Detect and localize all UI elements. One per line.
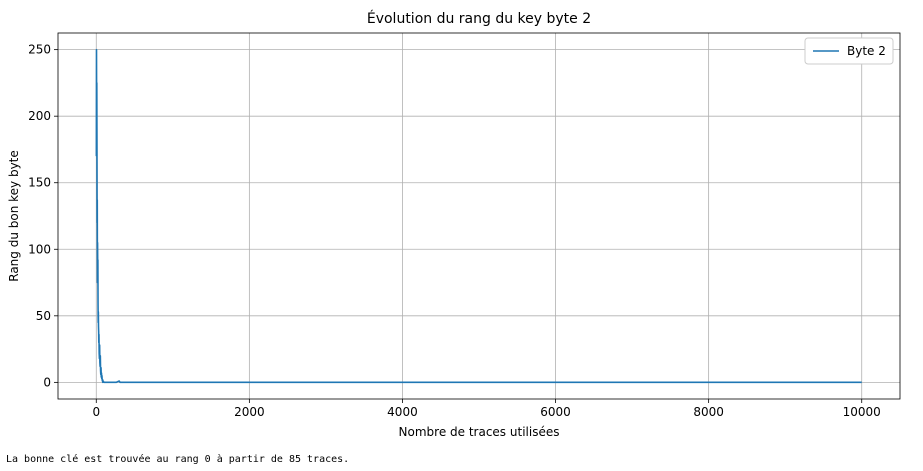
x-axis-ticks: 0 2000 4000 6000 8000 10000 <box>92 399 881 419</box>
y-tick-label-200: 200 <box>28 109 51 123</box>
x-axis-label: Nombre de traces utilisées <box>399 425 560 439</box>
result-output-text: La bonne clé est trouvée au rang 0 à par… <box>6 454 350 465</box>
x-tick-label-4000: 4000 <box>387 405 418 419</box>
y-tick-label-50: 50 <box>36 309 51 323</box>
axes-spines <box>57 32 901 400</box>
legend-label-byte-2: Byte 2 <box>847 44 886 58</box>
y-axis-label: Rang du bon key byte <box>7 150 21 282</box>
y-tick-label-250: 250 <box>28 43 51 57</box>
x-tick-label-6000: 6000 <box>540 405 571 419</box>
x-tick-label-10000: 10000 <box>843 405 881 419</box>
rank-evolution-chart: 0 2000 4000 6000 8000 10000 0 50 100 150 200 250 É… <box>7 10 901 439</box>
y-tick-label-100: 100 <box>28 242 51 256</box>
plot-area <box>58 33 900 399</box>
legend-box <box>804 37 894 65</box>
x-tick-label-8000: 8000 <box>693 405 724 419</box>
y-tick-label-0: 0 <box>43 375 51 389</box>
chart-title: Évolution du rang du key byte 2 <box>367 10 591 27</box>
series-line-1 <box>95 48 862 384</box>
series-layer <box>95 48 862 384</box>
y-tick-label-150: 150 <box>28 176 51 190</box>
axes-frame <box>57 32 901 400</box>
y-axis-ticks: 0 50 100 150 200 250 <box>28 43 58 389</box>
legend: Byte 2 <box>804 37 894 65</box>
x-tick-label-0: 0 <box>92 405 100 419</box>
x-tick-label-2000: 2000 <box>234 405 265 419</box>
